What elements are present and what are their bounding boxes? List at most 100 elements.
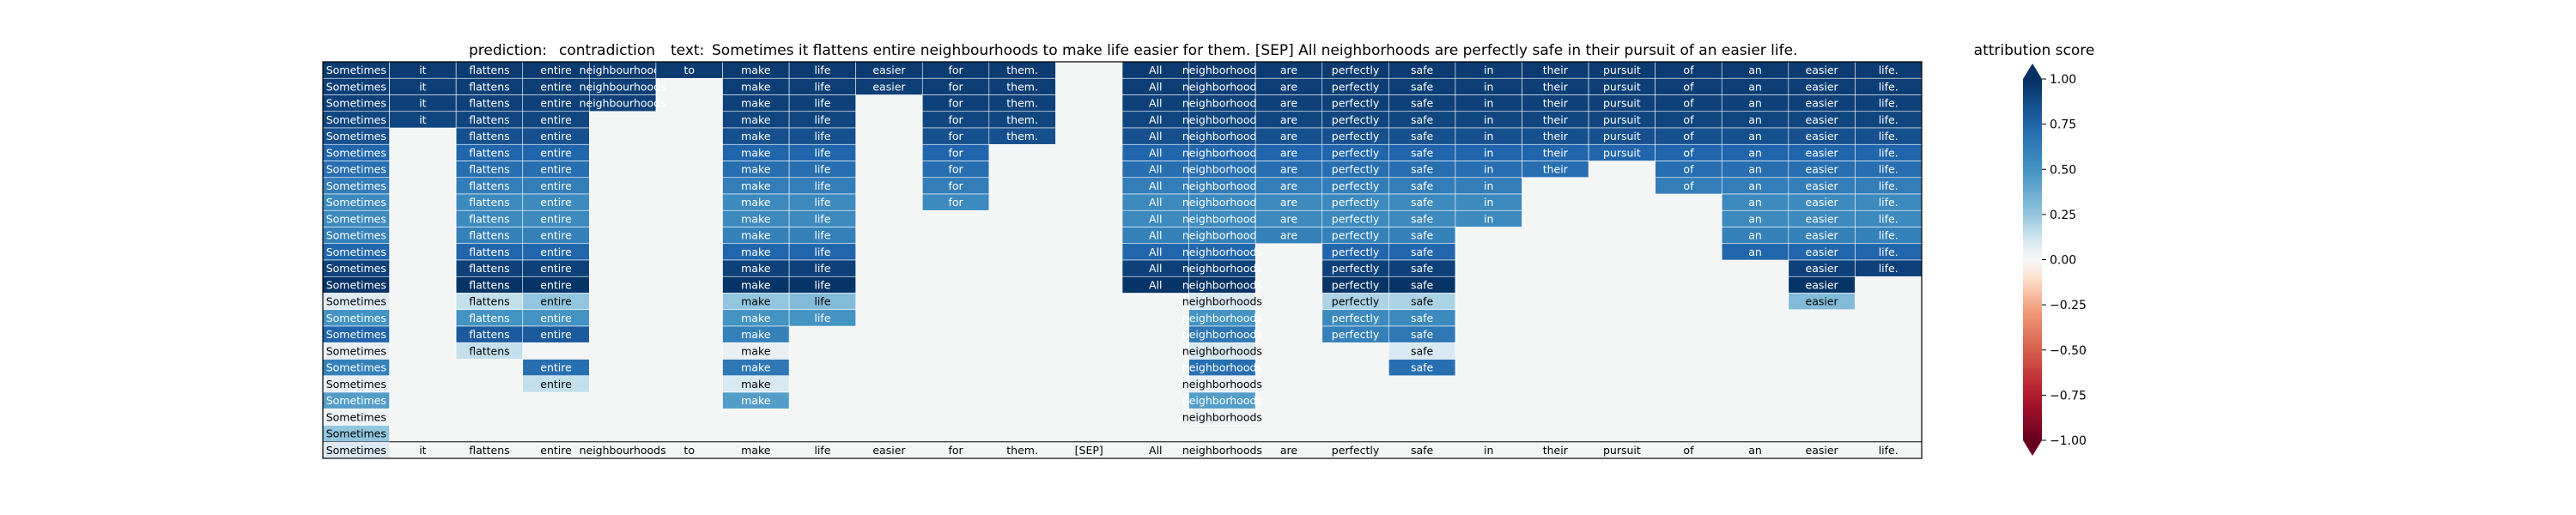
cell-token-label: their	[1543, 97, 1569, 110]
cell-token-label: All	[1149, 113, 1163, 126]
colorbar-tick-label: −0.75	[2050, 389, 2087, 403]
cell-token-label: neighborhoods	[1182, 262, 1262, 275]
cell-token-label: neighborhoods	[1182, 410, 1262, 423]
cell-token-label: for	[948, 179, 963, 192]
cell-token-label: perfectly	[1332, 64, 1380, 76]
cell-token-label: perfectly	[1332, 130, 1380, 142]
cell-token-label: entire	[540, 229, 572, 242]
cell-token-label: neighbourhoods	[580, 80, 666, 93]
cell-token-label: Sometimes	[326, 361, 386, 374]
cell-token-label: safe	[1411, 361, 1434, 374]
x-tick-label: neighbourhoods	[580, 444, 666, 457]
cell-token-label: an	[1748, 196, 1762, 209]
cell-token-label: safe	[1411, 97, 1434, 110]
cell-token-label: are	[1280, 163, 1298, 176]
colorbar: attribution score 1.00 0.75 0.50 0.25 0.00 −0…	[1974, 42, 2094, 456]
cell-token-label: their	[1543, 113, 1569, 126]
cell-token-label: entire	[540, 245, 572, 258]
heatmap-cell	[722, 391, 790, 409]
cell-token-label: entire	[540, 130, 572, 142]
x-tick-label: perfectly	[1332, 444, 1380, 457]
cell-token-label: are	[1280, 64, 1298, 76]
cell-token-label: entire	[540, 163, 572, 176]
cell-token-label: entire	[540, 113, 572, 126]
cell-token-label: are	[1280, 80, 1298, 93]
cell-token-label: them.	[1006, 80, 1038, 93]
cell-token-label: it	[419, 64, 426, 76]
cell-token-label: perfectly	[1332, 312, 1380, 324]
heatmap-cell	[1522, 161, 1589, 179]
cell-token-label: an	[1748, 97, 1762, 110]
cell-token-label: Sometimes	[326, 312, 386, 324]
cell-token-label: flattens	[469, 212, 509, 225]
cell-token-label: of	[1683, 179, 1694, 192]
x-tick-label: of	[1683, 444, 1694, 457]
cell-token-label: in	[1484, 212, 1493, 225]
cell-token-label: life	[814, 179, 830, 192]
x-tick-label: life	[814, 444, 830, 457]
cell-token-label: it	[419, 97, 426, 110]
cell-token-label: pursuit	[1603, 97, 1641, 110]
cell-token-label: in	[1484, 179, 1493, 192]
cell-token-label: perfectly	[1332, 163, 1380, 176]
cell-token-label: safe	[1411, 295, 1434, 308]
cell-token-label: life	[814, 64, 830, 76]
cell-token-label: Sometimes	[326, 262, 386, 275]
heatmap-cells: Sometimes it flattens entire neighbourhoods t…	[322, 61, 1923, 443]
cell-token-label: life.	[1879, 245, 1899, 258]
cell-token-label: in	[1484, 97, 1493, 110]
cell-token-label: life.	[1879, 64, 1899, 76]
cell-token-label: entire	[540, 212, 572, 225]
cell-token-label: flattens	[469, 163, 509, 176]
cell-token-label: perfectly	[1332, 179, 1380, 192]
cell-token-label: All	[1149, 130, 1163, 142]
cell-token-label: safe	[1411, 262, 1434, 275]
cell-token-label: easier	[1806, 229, 1839, 242]
cell-token-label: of	[1683, 130, 1694, 142]
cell-token-label: Sometimes	[326, 328, 386, 341]
cell-token-label: of	[1683, 64, 1694, 76]
cell-token-label: life.	[1879, 130, 1899, 142]
cell-token-label: their	[1543, 64, 1569, 76]
cell-token-label: safe	[1411, 196, 1434, 209]
heatmap-cell	[455, 342, 524, 360]
cell-token-label: flattens	[469, 262, 509, 275]
cell-token-label: an	[1748, 80, 1762, 93]
cell-token-label: easier	[1806, 163, 1839, 176]
cell-token-label: in	[1484, 146, 1493, 159]
cell-token-label: safe	[1411, 80, 1434, 93]
cell-token-label: neighborhoods	[1182, 212, 1262, 225]
cell-token-label: Sometimes	[326, 427, 386, 440]
cell-token-label: life	[814, 229, 830, 242]
colorbar-gradient	[2023, 79, 2042, 440]
cell-token-label: for	[948, 97, 963, 110]
cell-token-label: life	[814, 163, 830, 176]
cell-token-label: entire	[540, 80, 572, 93]
cell-token-label: perfectly	[1332, 229, 1380, 242]
cell-token-label: perfectly	[1332, 295, 1380, 308]
cell-token-label: make	[741, 80, 771, 93]
cell-token-label: life	[814, 113, 830, 126]
cell-token-label: neighborhoods	[1182, 64, 1262, 76]
cell-token-label: for	[948, 196, 963, 209]
cell-token-label: neighborhoods	[1182, 163, 1262, 176]
heatmap-cell	[1788, 293, 1856, 311]
cell-token-label: life	[814, 245, 830, 258]
cell-token-label: life.	[1879, 229, 1899, 242]
x-tick-label: are	[1280, 444, 1298, 457]
cell-token-label: flattens	[469, 64, 509, 76]
cell-token-label: flattens	[469, 245, 509, 258]
cell-token-label: Sometimes	[326, 80, 386, 93]
cell-token-label: them.	[1006, 64, 1038, 76]
cell-token-label: neighborhoods	[1182, 361, 1262, 374]
cell-token-label: make	[741, 312, 771, 324]
cell-token-label: easier	[1806, 113, 1839, 126]
cell-token-label: of	[1683, 163, 1694, 176]
cell-token-label: make	[741, 262, 771, 275]
cell-token-label: for	[948, 146, 963, 159]
cell-token-label: All	[1149, 278, 1163, 291]
cell-token-label: safe	[1411, 163, 1434, 176]
cell-token-label: pursuit	[1603, 146, 1641, 159]
cell-token-label: perfectly	[1332, 97, 1380, 110]
cell-token-label: flattens	[469, 130, 509, 142]
